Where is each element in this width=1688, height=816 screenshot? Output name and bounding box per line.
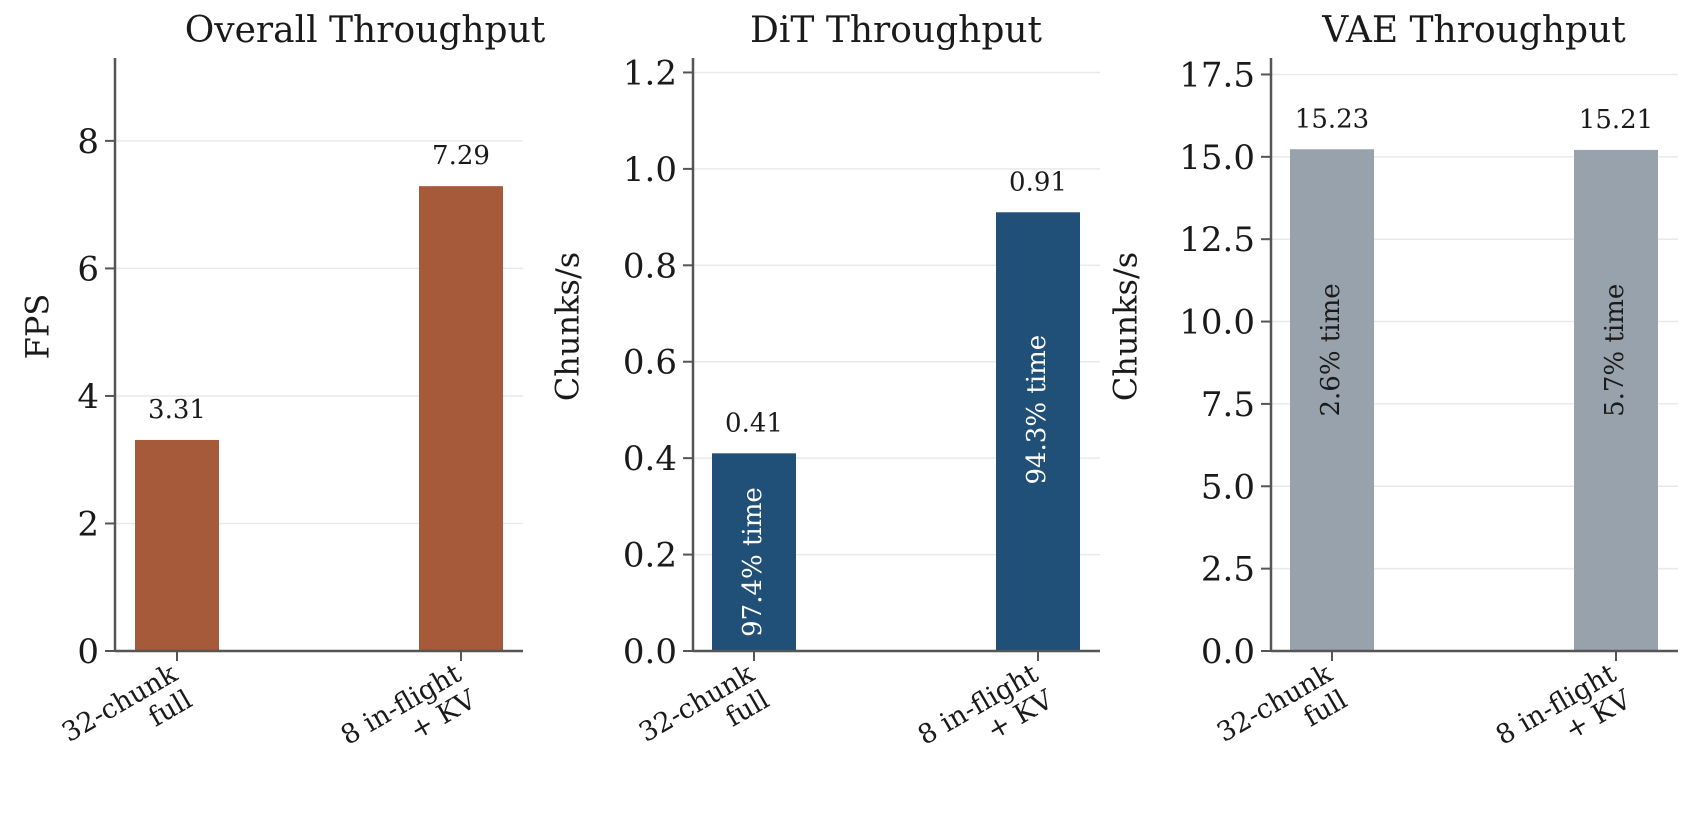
- bar-annotation: 97.4% time: [738, 487, 768, 637]
- y-tick-label: 15.0: [1179, 138, 1255, 178]
- data-label: 0.41: [725, 408, 783, 438]
- y-tick-label: 7.5: [1201, 385, 1255, 425]
- y-tick-label: 0.0: [623, 632, 677, 672]
- bar: [712, 453, 796, 651]
- x-tick-label: 8 in-flight+ KV: [1491, 658, 1637, 778]
- y-tick-label: 10.0: [1179, 303, 1255, 343]
- bar-annotation: 5.7% time: [1600, 284, 1630, 417]
- x-tick-label: 32-chunkfull: [634, 658, 775, 775]
- y-tick-label: 0.2: [623, 536, 677, 576]
- y-axis-label: Chunks/s: [549, 252, 587, 401]
- panel-vae-throughput: 0.0 2.5 5.0 7.5 10.0 12.5 15.0 17.5 32-chunkfull…: [1107, 10, 1678, 778]
- y-tick-label: 0.8: [623, 246, 677, 286]
- bar: [996, 212, 1080, 651]
- y-tick-label: 2.5: [1201, 550, 1255, 590]
- y-tick-label: 2: [77, 504, 99, 544]
- bar-annotation: 2.6% time: [1316, 283, 1346, 416]
- y-tick-label: 17.5: [1179, 55, 1255, 95]
- y-tick-label: 0.0: [1201, 632, 1255, 672]
- bar: [1574, 149, 1658, 652]
- y-axis-label: FPS: [19, 294, 57, 360]
- x-tick-label: 32-chunkfull: [1212, 658, 1353, 775]
- data-label: 0.91: [1009, 167, 1067, 197]
- chart-title: VAE Throughput: [1321, 10, 1626, 51]
- bar-annotation: 94.3% time: [1022, 335, 1052, 485]
- y-tick-label: 0: [77, 632, 99, 672]
- y-tick-label: 4: [77, 377, 99, 417]
- y-tick-label: 6: [77, 249, 99, 289]
- panel-dit-throughput: 0.0 0.2 0.4 0.6 0.8 1.0 1.2 32-chunkfull 8 in-fl…: [549, 10, 1100, 778]
- bar: [135, 439, 219, 651]
- y-tick-label: 0.4: [623, 439, 677, 479]
- y-tick-label: 8: [77, 122, 99, 162]
- panel-overall-throughput: 0 2 4 6 8 32-chunkfull 8 in-flight+ KV 3.31 7.29…: [19, 10, 546, 778]
- data-label: 7.29: [432, 141, 490, 171]
- y-tick-label: 5.0: [1201, 467, 1255, 507]
- x-tick-label: 32-chunkfull: [57, 658, 198, 775]
- x-tick-label: 8 in-flight+ KV: [336, 658, 482, 778]
- bar: [1290, 149, 1374, 651]
- y-tick-label: 1.2: [623, 53, 677, 93]
- y-tick-label: 12.5: [1179, 220, 1255, 260]
- x-tick-label: 8 in-flight+ KV: [913, 658, 1059, 778]
- y-tick-label: 0.6: [623, 343, 677, 383]
- chart-title: Overall Throughput: [185, 10, 546, 51]
- data-label: 3.31: [148, 395, 206, 425]
- chart-title: DiT Throughput: [750, 10, 1043, 51]
- y-tick-label: 1.0: [623, 150, 677, 190]
- y-axis-label: Chunks/s: [1107, 252, 1145, 401]
- data-label: 15.23: [1295, 104, 1369, 134]
- data-label: 15.21: [1579, 105, 1653, 135]
- bar: [419, 186, 503, 651]
